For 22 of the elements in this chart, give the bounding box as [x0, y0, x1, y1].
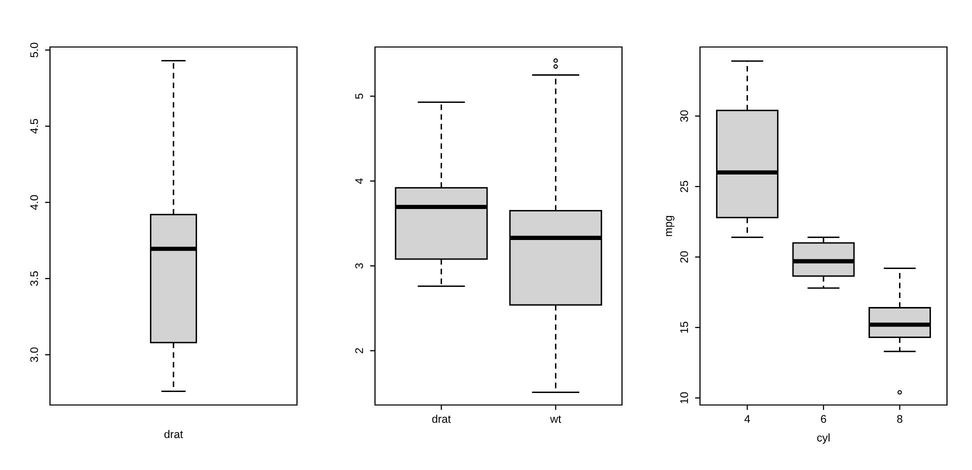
- x-tick-label: wt: [550, 416, 562, 423]
- y-tick-label: 5.0: [30, 42, 38, 58]
- y-tick-label: 3.0: [30, 347, 38, 362]
- y-axis-title: mpg: [666, 216, 674, 236]
- y-tick-label: 30: [680, 110, 688, 122]
- y-tick-label: 2: [355, 348, 363, 354]
- y-tick-label: 4.5: [30, 118, 38, 134]
- y-tick-label: 15: [680, 322, 688, 333]
- y-tick-label: 20: [680, 251, 688, 263]
- y-tick-label: 3.5: [30, 271, 38, 286]
- y-tick-label: 4: [355, 178, 363, 184]
- x-tick-label: 4: [744, 415, 750, 423]
- y-tick-label: 4.0: [30, 195, 38, 210]
- x-tick-label: 6: [820, 415, 826, 423]
- x-axis-title: cyl: [817, 433, 830, 444]
- x-tick-label: drat: [432, 414, 451, 423]
- y-tick-label: 5: [355, 94, 364, 99]
- y-tick-label: 3: [355, 263, 364, 269]
- y-tick-label: 25: [680, 180, 688, 192]
- x-tick-label: 8: [897, 415, 902, 423]
- y-tick-label: 10: [680, 392, 688, 404]
- x-axis-title: drat: [164, 430, 183, 438]
